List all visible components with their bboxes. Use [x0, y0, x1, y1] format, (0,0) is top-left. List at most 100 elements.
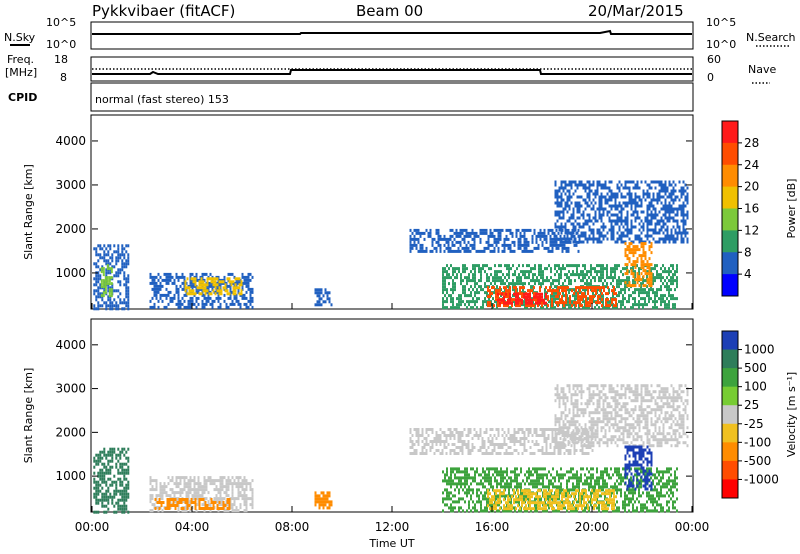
data-cell — [564, 228, 567, 232]
noise-tick-top-left: 10^5 — [46, 16, 76, 29]
data-cell — [464, 491, 466, 495]
data-cell — [638, 273, 640, 277]
data-cell — [523, 292, 525, 296]
data-cell — [606, 264, 608, 268]
data-cell — [612, 294, 614, 298]
data-cell — [568, 306, 570, 310]
data-cell — [467, 246, 470, 250]
data-cell — [211, 479, 214, 483]
data-cell — [548, 479, 550, 483]
data-cell — [464, 294, 466, 298]
data-cell — [448, 494, 450, 498]
data-cell — [464, 500, 466, 504]
data-cell — [646, 222, 649, 226]
data-cell — [113, 244, 116, 248]
data-cell — [620, 192, 623, 196]
data-cell — [586, 273, 588, 277]
data-cell — [474, 503, 476, 507]
data-cell — [533, 231, 536, 235]
data-cell — [489, 231, 492, 235]
data-cell — [446, 300, 448, 304]
data-cell — [117, 477, 120, 481]
data-cell — [611, 289, 613, 293]
data-cell — [597, 298, 599, 302]
data-cell — [458, 267, 460, 271]
data-cell — [158, 507, 161, 510]
data-cell — [111, 304, 114, 308]
data-cell — [591, 301, 593, 305]
data-cell — [686, 201, 689, 205]
data-cell — [486, 476, 488, 480]
data-cell — [159, 275, 162, 279]
data-cell — [103, 244, 106, 248]
data-cell — [610, 276, 612, 280]
data-cell — [638, 254, 641, 258]
data-cell — [622, 231, 625, 235]
data-cell — [115, 271, 118, 275]
data-cell — [461, 434, 464, 437]
data-cell — [656, 306, 658, 310]
data-cell — [646, 231, 649, 235]
data-cell — [602, 213, 605, 217]
data-cell — [232, 289, 235, 293]
data-cell — [638, 216, 641, 220]
data-cell — [409, 243, 412, 247]
data-cell — [618, 300, 620, 304]
data-cell — [620, 306, 622, 310]
data-cell — [644, 242, 647, 246]
data-cell — [437, 434, 440, 437]
data-cell — [543, 237, 546, 241]
data-cell — [237, 479, 240, 483]
data-cell — [113, 274, 116, 278]
data-cell — [620, 204, 623, 208]
data-cell — [642, 254, 645, 258]
data-cell — [101, 492, 104, 496]
data-cell — [642, 303, 644, 307]
data-cell — [582, 213, 585, 217]
data-cell — [487, 289, 489, 293]
data-cell — [656, 288, 658, 292]
data-cell — [554, 234, 557, 238]
data-cell — [568, 216, 571, 220]
data-cell — [125, 507, 128, 511]
data-cell — [638, 204, 641, 208]
data-cell — [241, 275, 244, 279]
data-cell — [648, 291, 650, 295]
data-cell — [472, 479, 474, 483]
data-cell — [630, 225, 633, 229]
data-cell — [508, 276, 510, 280]
data-cell — [493, 228, 496, 232]
data-cell — [243, 278, 246, 282]
data-cell — [179, 275, 182, 279]
data-cell — [664, 303, 666, 307]
data-cell — [570, 186, 573, 190]
data-cell — [198, 286, 201, 290]
data-cell — [111, 307, 114, 311]
data-region — [93, 447, 130, 514]
data-cell — [550, 482, 552, 486]
data-cell — [107, 253, 110, 257]
data-cell — [486, 273, 488, 277]
data-cell — [190, 277, 193, 281]
data-cell — [662, 270, 664, 274]
data-cell — [523, 243, 526, 247]
data-cell — [484, 264, 486, 268]
data-cell — [218, 286, 221, 290]
data-cell — [598, 180, 601, 184]
data-cell — [209, 503, 212, 507]
data-cell — [154, 498, 157, 501]
data-cell — [149, 509, 152, 513]
data-cell — [472, 264, 474, 268]
data-cell — [157, 494, 160, 498]
data-cell — [318, 288, 321, 292]
data-cell — [481, 231, 484, 235]
data-cell — [498, 270, 500, 274]
data-cell — [109, 471, 112, 475]
data-cell — [638, 275, 641, 279]
data-cell — [123, 510, 126, 514]
data-cell — [115, 307, 118, 311]
data-cell — [531, 440, 534, 443]
data-cell — [660, 201, 663, 205]
data-cell — [231, 509, 234, 513]
data-cell — [525, 295, 527, 299]
